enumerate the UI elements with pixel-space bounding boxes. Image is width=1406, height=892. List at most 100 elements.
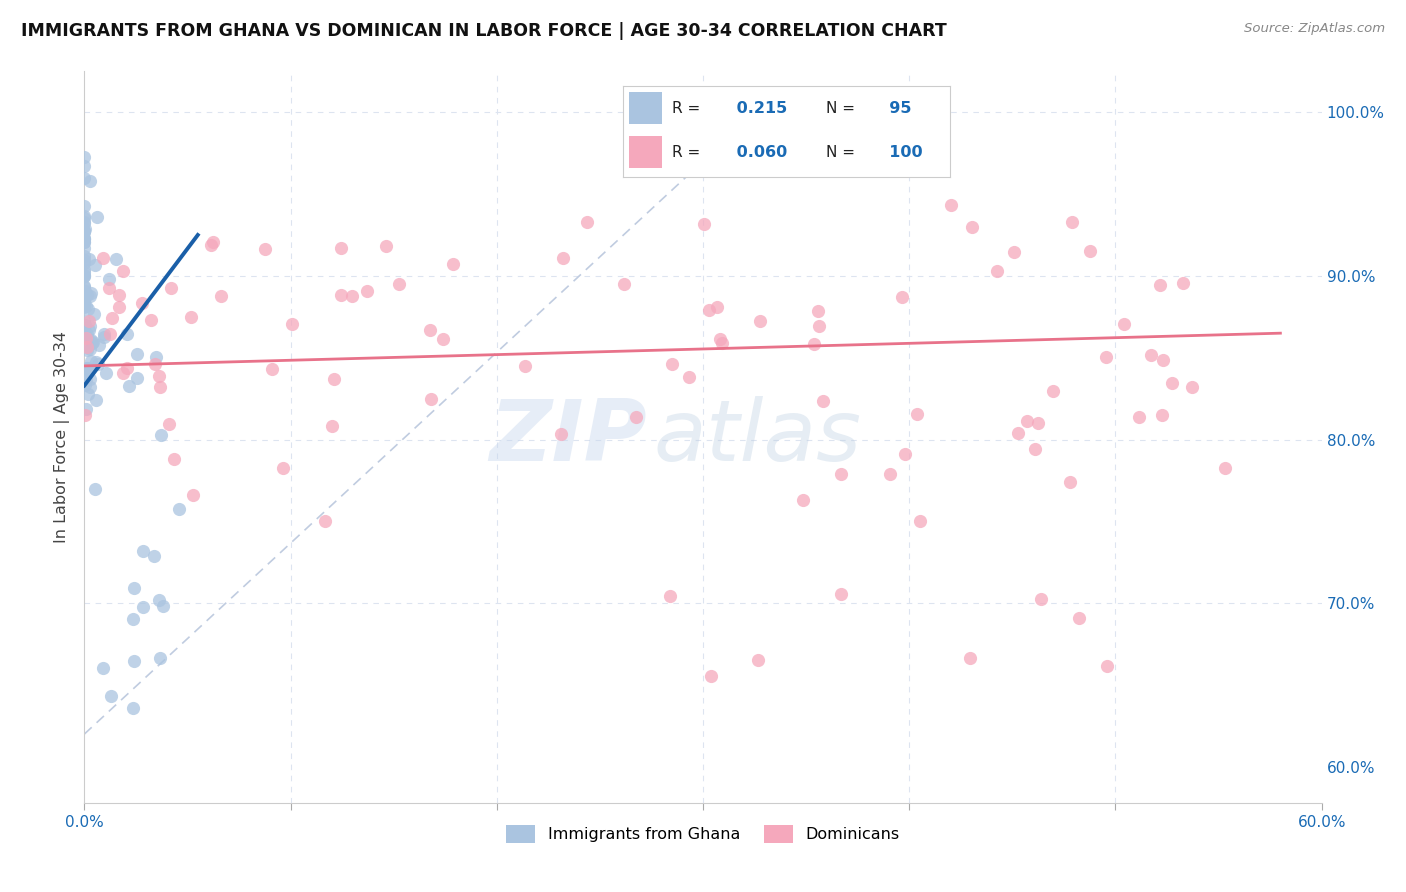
Point bbox=[1213, 461, 1236, 475]
Point bbox=[132, 600, 155, 615]
Point bbox=[132, 544, 155, 558]
Point bbox=[100, 689, 122, 703]
Point bbox=[1015, 414, 1038, 428]
Point bbox=[1067, 611, 1090, 625]
Point bbox=[93, 330, 115, 344]
Point bbox=[80, 334, 103, 348]
Point bbox=[73, 280, 96, 294]
Point bbox=[73, 330, 96, 344]
Point bbox=[905, 408, 928, 422]
Point bbox=[152, 599, 174, 613]
Point bbox=[160, 281, 183, 295]
Point bbox=[91, 251, 114, 265]
Point bbox=[280, 317, 302, 331]
Point bbox=[271, 460, 294, 475]
Point bbox=[1152, 352, 1174, 367]
Point bbox=[80, 354, 103, 368]
Point bbox=[388, 277, 411, 292]
Point bbox=[749, 314, 772, 328]
Point bbox=[76, 327, 98, 342]
Point bbox=[76, 340, 98, 354]
Point bbox=[1042, 384, 1064, 399]
Point bbox=[340, 289, 363, 303]
Point bbox=[375, 238, 398, 252]
Point bbox=[811, 394, 834, 409]
Point bbox=[143, 357, 166, 371]
Point bbox=[73, 224, 96, 238]
Point bbox=[894, 447, 917, 461]
Point bbox=[73, 235, 96, 249]
Point bbox=[515, 359, 537, 373]
Point bbox=[659, 589, 682, 603]
Point bbox=[75, 401, 97, 416]
Point bbox=[808, 318, 831, 333]
Point bbox=[73, 159, 96, 173]
Point bbox=[908, 514, 931, 528]
Point bbox=[82, 334, 104, 349]
Point bbox=[77, 361, 100, 376]
Point bbox=[117, 360, 139, 375]
Point bbox=[93, 326, 115, 341]
Point bbox=[75, 330, 97, 344]
Point bbox=[254, 242, 277, 256]
Point bbox=[89, 338, 111, 352]
Point bbox=[125, 347, 148, 361]
Point bbox=[441, 257, 464, 271]
Point bbox=[73, 295, 96, 310]
Point bbox=[150, 427, 173, 442]
Point bbox=[73, 256, 96, 270]
Point bbox=[73, 298, 96, 312]
Point bbox=[1128, 409, 1150, 424]
Point bbox=[879, 467, 901, 481]
Point bbox=[73, 235, 96, 250]
Point bbox=[553, 251, 575, 265]
Point bbox=[1160, 376, 1182, 391]
Point bbox=[419, 323, 441, 337]
Point bbox=[122, 654, 145, 668]
Point bbox=[76, 343, 98, 357]
Point bbox=[111, 264, 134, 278]
Point bbox=[86, 210, 108, 224]
Point bbox=[122, 701, 145, 715]
Point bbox=[98, 272, 121, 286]
Point bbox=[108, 300, 131, 314]
Point bbox=[127, 370, 149, 384]
Point bbox=[73, 265, 96, 279]
Point bbox=[322, 372, 344, 386]
Point bbox=[73, 294, 96, 309]
Point bbox=[200, 238, 222, 252]
Point bbox=[73, 171, 96, 186]
Point bbox=[87, 357, 110, 371]
Text: atlas: atlas bbox=[654, 395, 862, 479]
Point bbox=[79, 380, 101, 394]
Legend: Immigrants from Ghana, Dominicans: Immigrants from Ghana, Dominicans bbox=[501, 819, 905, 850]
Point bbox=[73, 216, 96, 230]
Point bbox=[167, 501, 190, 516]
Point bbox=[73, 211, 96, 226]
Point bbox=[624, 409, 647, 424]
Point bbox=[73, 232, 96, 246]
Point bbox=[73, 210, 96, 224]
Point bbox=[148, 369, 170, 384]
Point bbox=[101, 311, 124, 326]
Point bbox=[1026, 416, 1049, 430]
Point bbox=[84, 392, 107, 407]
Point bbox=[98, 327, 121, 342]
Point bbox=[73, 225, 96, 239]
Point bbox=[163, 452, 186, 467]
Text: Source: ZipAtlas.com: Source: ZipAtlas.com bbox=[1244, 22, 1385, 36]
Point bbox=[1181, 380, 1204, 394]
Point bbox=[73, 199, 96, 213]
Point bbox=[807, 304, 830, 318]
Point bbox=[79, 323, 101, 337]
Point bbox=[122, 612, 145, 626]
Point bbox=[1152, 408, 1174, 422]
Point bbox=[661, 357, 683, 371]
Point bbox=[75, 373, 97, 387]
Point bbox=[159, 417, 181, 431]
Point bbox=[209, 289, 232, 303]
Point bbox=[73, 249, 96, 263]
Point bbox=[76, 361, 98, 376]
Point bbox=[356, 284, 378, 298]
Point bbox=[79, 289, 101, 303]
